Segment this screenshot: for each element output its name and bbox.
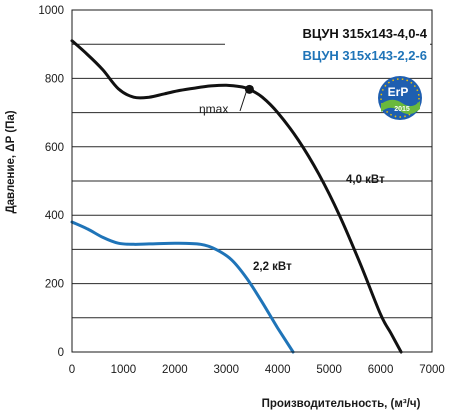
series-1-label: 4,0 кВт [346,174,385,186]
x-tick-label: 2000 [162,364,188,376]
legend-background [225,17,430,71]
y-axis-title: Давление, ΔP (Па) [5,110,17,213]
legend-series-1: ВЦУН 315х143-4,0-4 [302,26,427,41]
badge-erp-text: ErP [388,85,409,99]
x-tick-labels: 0 1000 2000 3000 4000 5000 6000 7000 [69,364,445,376]
y-tick-label: 200 [45,279,64,291]
eta-max-point [244,84,254,94]
series-line-1 [70,39,403,354]
erp-2015-badge: ErP 2015 [378,76,422,120]
series-line-2 [70,220,295,354]
x-tick-label: 0 [69,364,75,376]
x-tick-label: 1000 [111,364,137,376]
x-tick-label: 6000 [368,364,394,376]
y-tick-label: 400 [45,210,64,222]
y-tick-labels: 0 200 400 600 800 1000 [38,5,64,359]
eta-max-label: ηmax [199,102,228,116]
x-tick-label: 3000 [213,364,239,376]
eta-max-leader-line [239,91,247,112]
legend-series-2: ВЦУН 315х143-2,2-6 [302,48,427,63]
x-tick-label: 5000 [316,364,342,376]
badge-year-text: 2015 [394,106,410,113]
y-tick-label: 1000 [38,5,64,17]
series-2-label: 2,2 кВт [253,261,292,273]
x-tick-label: 7000 [419,364,445,376]
y-tick-label: 600 [45,142,64,154]
y-tick-label: 800 [45,73,64,85]
plot-frame [71,9,433,353]
legend: ВЦУН 315х143-4,0-4 ВЦУН 315х143-2,2-6 [225,17,430,71]
y-tick-label: 0 [58,347,64,359]
series-layer [70,39,403,354]
x-tick-label: 4000 [265,364,291,376]
x-axis-title: Производительность, (м³/ч) [262,398,421,410]
